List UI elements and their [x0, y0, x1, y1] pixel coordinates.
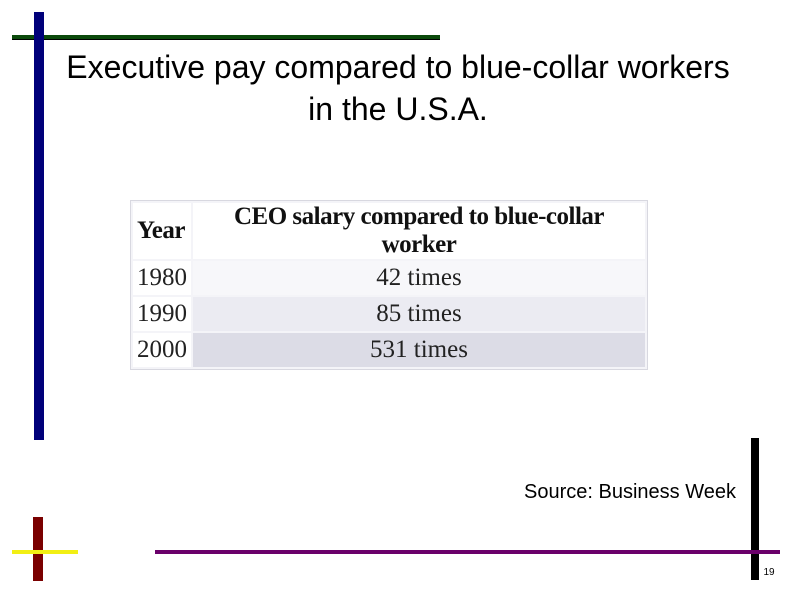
pay-ratio-table: Year CEO salary compared to blue-collar …: [130, 200, 648, 370]
header-ratio: CEO salary compared to blue-collar worke…: [193, 203, 645, 259]
top-green-bar: [12, 35, 440, 40]
ratio-cell: 42 times: [193, 261, 645, 295]
right-black-bar: [751, 438, 759, 580]
year-cell: 2000: [133, 333, 191, 367]
table-row: 1980 42 times: [133, 261, 645, 295]
table-row: 1990 85 times: [133, 297, 645, 331]
table-row: 2000 531 times: [133, 333, 645, 367]
year-cell: 1980: [133, 261, 191, 295]
slide-title: Executive pay compared to blue-collar wo…: [66, 49, 730, 127]
left-navy-bar: [34, 12, 44, 440]
source-note: Source: Business Week: [524, 481, 736, 503]
small-yellow-bar: [12, 550, 78, 554]
small-red-bar: [33, 517, 43, 581]
page-number: 19: [763, 567, 775, 578]
table-header-row: Year CEO salary compared to blue-collar …: [133, 203, 645, 259]
year-cell: 1990: [133, 297, 191, 331]
bottom-purple-bar: [155, 550, 780, 554]
ratio-cell: 531 times: [193, 333, 645, 367]
ratio-cell: 85 times: [193, 297, 645, 331]
header-year: Year: [133, 203, 191, 259]
